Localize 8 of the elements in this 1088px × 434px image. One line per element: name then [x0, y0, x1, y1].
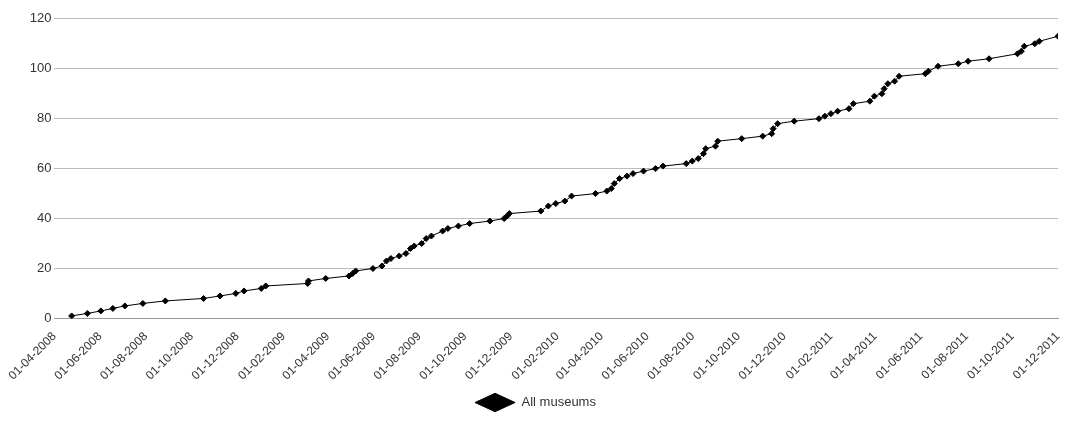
legend-label: All museums: [521, 394, 597, 410]
y-tick-label: 120: [29, 10, 52, 26]
y-tick-label: 20: [36, 260, 52, 276]
y-tick-label: 60: [36, 160, 52, 176]
y-tick-label: 80: [36, 110, 52, 126]
y-tick-label: 0: [44, 309, 52, 325]
y-tick-label: 40: [36, 210, 52, 226]
y-tick-label: 100: [29, 60, 52, 76]
